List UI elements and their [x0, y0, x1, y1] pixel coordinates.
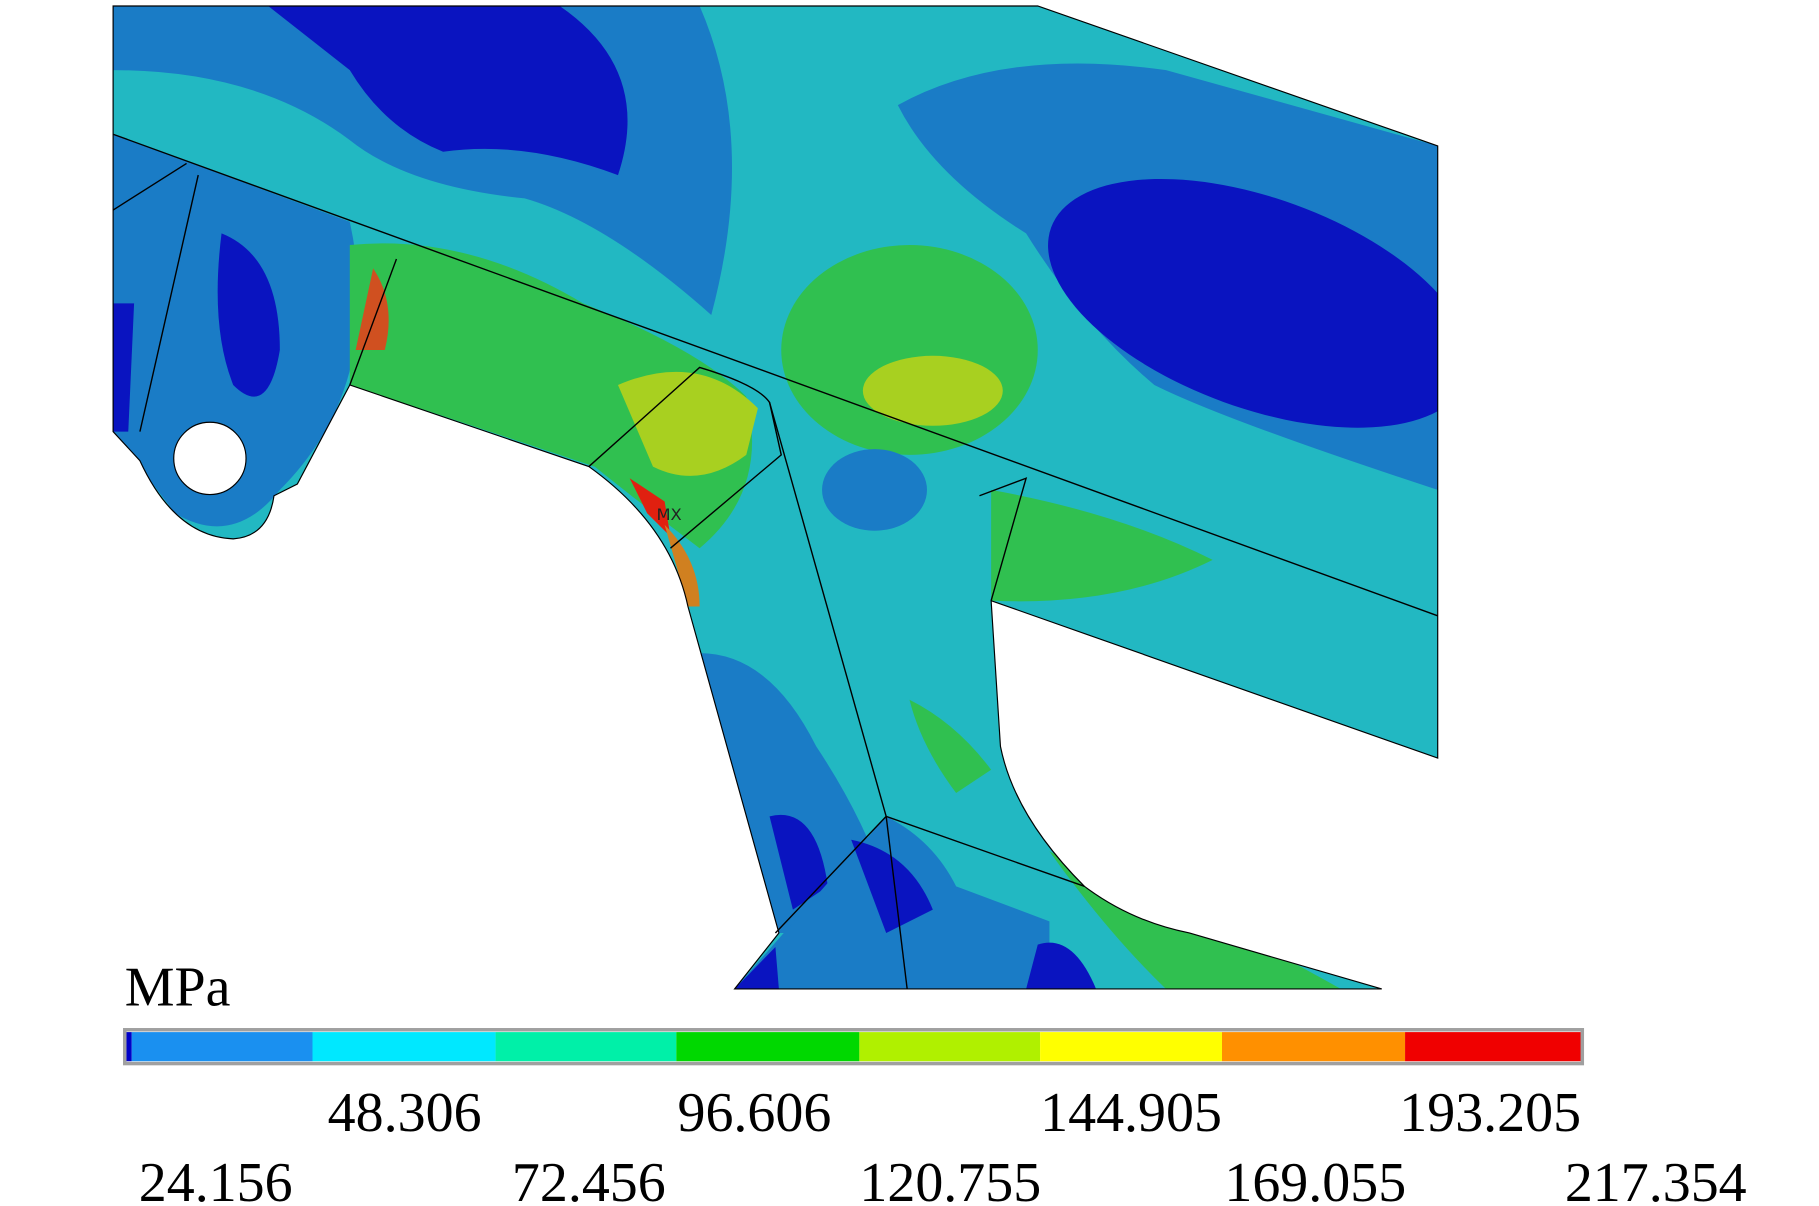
outline: [112, 5, 1439, 990]
legend-band: [124, 1032, 132, 1062]
legend-label: 96.606: [677, 1082, 831, 1144]
legend-band: [1405, 1032, 1583, 1062]
hole: [173, 421, 247, 496]
legend-label: 48.306: [328, 1082, 482, 1144]
stress-contour: [113, 5, 1438, 989]
legend-label: 24.156: [139, 1152, 293, 1206]
legend-label: 169.055: [1224, 1152, 1406, 1206]
legend-label: 72.456: [512, 1152, 666, 1206]
legend-band: [859, 1032, 1041, 1062]
legend-band: [131, 1032, 313, 1062]
legend-band: [312, 1032, 496, 1062]
legend-label: 144.905: [1040, 1082, 1222, 1144]
legend-band: [1040, 1032, 1222, 1062]
legend-band: [495, 1032, 677, 1062]
legend-frame: [123, 1028, 1585, 1066]
legend-band: [1221, 1032, 1406, 1062]
legend-label: 120.755: [859, 1152, 1041, 1206]
legend-label: 217.354: [1565, 1152, 1747, 1206]
edges: [112, 133, 1438, 990]
max-marker: MX: [656, 505, 681, 524]
unit-label: MPa: [125, 956, 231, 1018]
legend-label: 193.205: [1399, 1082, 1581, 1144]
legend-band: [676, 1032, 860, 1062]
